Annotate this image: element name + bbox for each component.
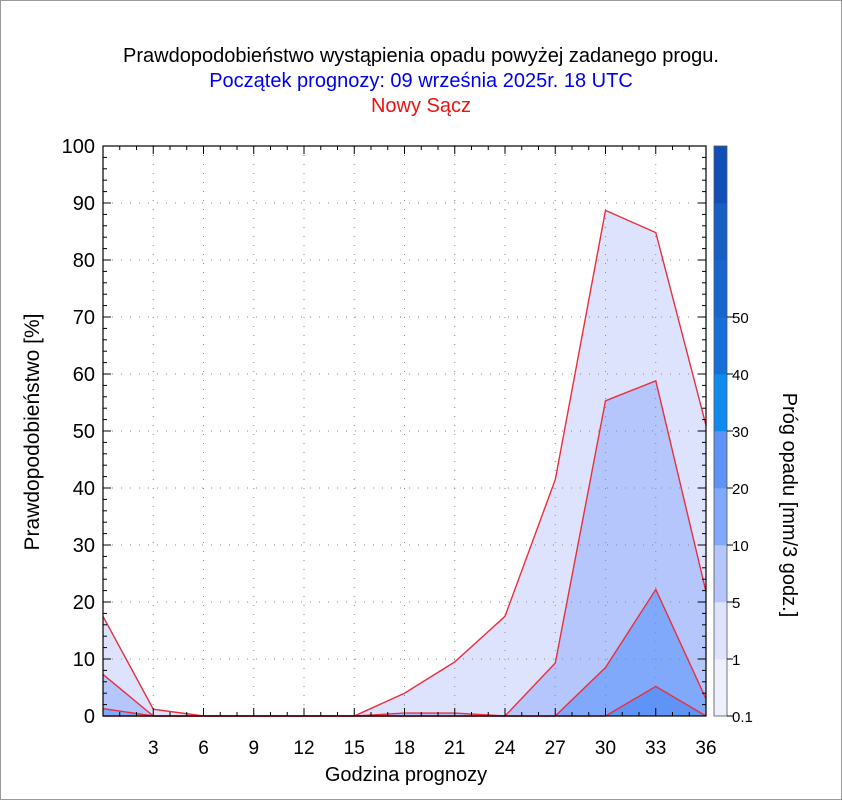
x-tick-label: 36 [695, 738, 716, 759]
x-tick-label: 33 [645, 738, 666, 759]
x-tick-label: 12 [293, 738, 314, 759]
x-tick-label: 9 [248, 738, 259, 759]
colorbar-segment [714, 659, 727, 717]
y-tick-label: 10 [73, 649, 95, 671]
colorbar-segment [714, 146, 727, 204]
colorbar-tick-label: 5 [732, 595, 740, 612]
y-tick-label: 0 [84, 706, 95, 728]
y-tick-label: 50 [73, 421, 95, 443]
colorbar-tick-labels: 0.1 1 5 10 20 30 40 50 [727, 310, 753, 726]
x-tick-label: 15 [344, 738, 365, 759]
y-tick-label: 80 [73, 250, 95, 272]
colorbar-tick-label: 10 [732, 538, 749, 555]
x-tick-label: 24 [494, 738, 516, 759]
y-tick-labels: 0 10 20 30 40 50 60 70 80 90 100 [62, 136, 95, 728]
colorbar-label: Próg opadu [mm/3 godz.] [778, 393, 800, 618]
axis-ticks [102, 145, 707, 717]
colorbar-tick-label: 50 [732, 310, 749, 327]
x-axis-label: Godzina prognozy [325, 764, 487, 786]
x-tick-label: 6 [198, 738, 209, 759]
colorbar [713, 145, 728, 717]
area-threshold-3 [103, 686, 706, 716]
y-tick-label: 100 [62, 136, 95, 158]
colorbar-segment [714, 317, 727, 375]
area-layers [103, 210, 706, 716]
y-tick-label: 30 [73, 535, 95, 557]
y-tick-label: 90 [73, 193, 95, 215]
area-threshold-0 [103, 210, 706, 716]
chart-location: Nowy Sącz [370, 95, 472, 117]
colorbar-segment [714, 203, 727, 261]
y-tick-label: 20 [73, 592, 95, 614]
colorbar-segment [714, 602, 727, 660]
colorbar-segment [714, 374, 727, 432]
chart-title: Prawdopodobieństwo wystąpienia opadu pow… [123, 45, 719, 67]
y-tick-label: 60 [73, 364, 95, 386]
x-tick-label: 3 [148, 738, 159, 759]
chart-subtitle: Początek prognozy: 09 września 2025r. 18… [209, 70, 633, 92]
colorbar-tick-label: 1 [732, 652, 740, 669]
colorbar-tick-label: 30 [732, 424, 749, 441]
colorbar-tick-label: 40 [732, 367, 749, 384]
colorbar-tick-label: 0.1 [732, 709, 753, 726]
x-tick-labels: 3 6 9 12 15 18 21 24 27 30 33 36 [148, 738, 717, 759]
colorbar-segment [714, 545, 727, 603]
y-axis-label: Prawdopodobieństwo [%] [21, 314, 44, 551]
colorbar-segment [714, 260, 727, 318]
colorbar-tick-label: 20 [732, 481, 749, 498]
x-tick-label: 27 [545, 738, 566, 759]
x-tick-label: 21 [444, 738, 465, 759]
colorbar-segment [714, 488, 727, 546]
y-tick-label: 40 [73, 478, 95, 500]
colorbar-segment [714, 431, 727, 489]
y-tick-label: 70 [73, 307, 95, 329]
x-tick-label: 30 [595, 738, 616, 759]
x-tick-label: 18 [394, 738, 415, 759]
